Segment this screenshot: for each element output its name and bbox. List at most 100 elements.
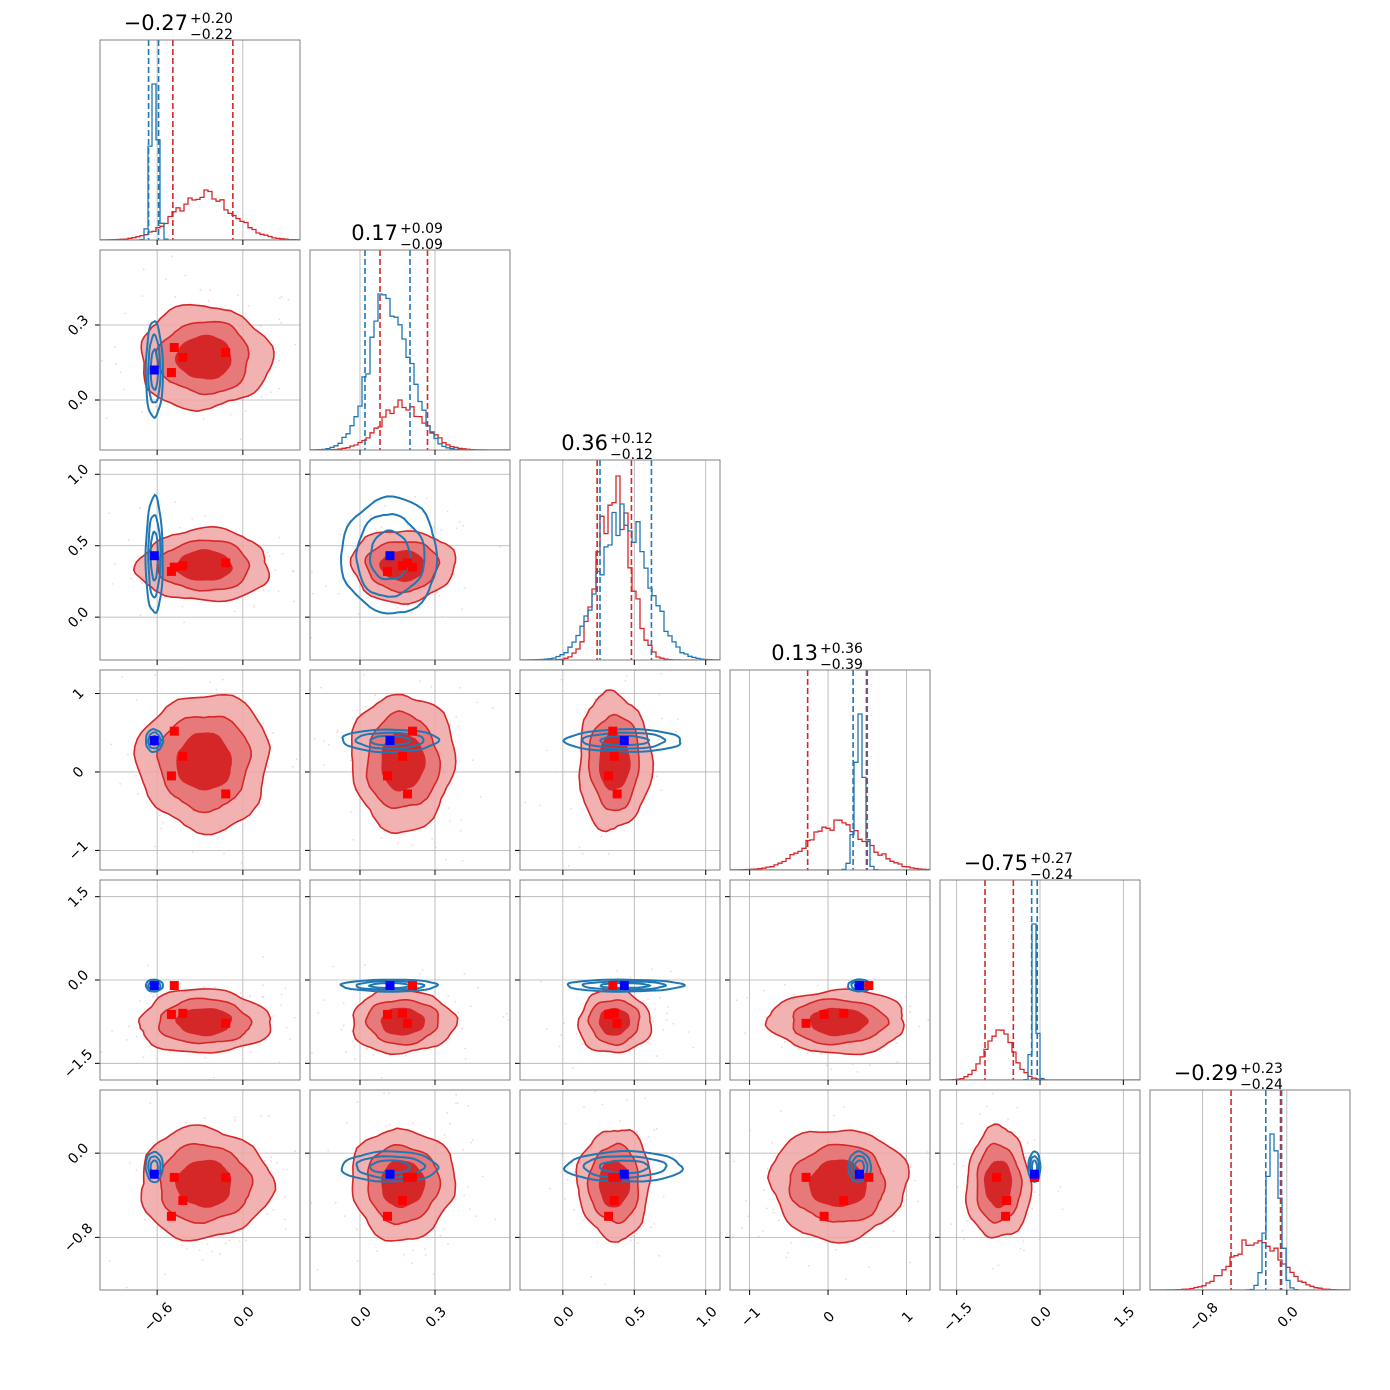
sample-point — [376, 1250, 378, 1253]
sample-point — [153, 667, 155, 669]
blue-histogram — [730, 713, 930, 870]
sample-point — [414, 495, 417, 498]
y-tick-label: 0.3 — [65, 312, 92, 339]
sample-point — [481, 1175, 484, 1178]
blue-contour — [599, 734, 650, 747]
sample-point — [424, 1248, 426, 1250]
sample-point — [470, 1141, 473, 1144]
sample-point — [90, 588, 92, 590]
sample-point — [284, 1228, 287, 1231]
sample-point — [655, 775, 658, 778]
sample-point — [1057, 1190, 1060, 1193]
sample-point — [594, 1090, 597, 1093]
sample-point — [643, 1097, 646, 1100]
red-truth-marker — [221, 789, 231, 799]
sample-point — [240, 861, 243, 864]
sample-point — [455, 1093, 457, 1096]
sample-point — [294, 343, 297, 346]
sample-point — [154, 674, 157, 677]
sample-point — [997, 1264, 1000, 1267]
sample-point — [209, 289, 211, 292]
x-tick-label: 1 — [899, 1309, 917, 1327]
red-truth-marker — [221, 558, 231, 568]
y-tick-label: −1.5 — [61, 1046, 96, 1081]
sample-point — [224, 1242, 227, 1245]
sample-point — [749, 1129, 752, 1132]
sample-point — [771, 1141, 773, 1144]
sample-point — [272, 1208, 275, 1211]
panel-content — [100, 667, 300, 870]
sample-point — [665, 1012, 668, 1015]
red-truth-marker — [169, 981, 179, 991]
sample-point — [266, 551, 269, 554]
sample-point — [141, 411, 143, 414]
sample-point — [647, 998, 649, 1001]
sample-point — [100, 1051, 103, 1053]
sample-point — [937, 1158, 939, 1160]
sample-point — [372, 1054, 375, 1056]
sample-point — [311, 592, 314, 595]
blue-contour — [144, 320, 164, 419]
sample-point — [625, 1098, 628, 1101]
sample-point — [650, 1226, 653, 1229]
sample-point — [763, 1189, 766, 1192]
sample-point — [594, 698, 597, 700]
sample-point — [859, 1086, 861, 1088]
sample-point — [660, 673, 663, 675]
sample-point — [270, 1160, 272, 1163]
sample-point — [184, 1121, 187, 1124]
sample-point — [234, 1116, 236, 1119]
red-truth-marker — [221, 348, 231, 357]
sample-point — [179, 526, 182, 529]
sample-point — [425, 497, 428, 500]
sample-point — [356, 1260, 359, 1262]
panel-3-3: 0.13 +0.36−0.39 — [729, 641, 931, 875]
red-truth-marker — [383, 1211, 392, 1221]
x-tick-label: −1 — [738, 1304, 764, 1330]
sample-point — [615, 620, 617, 622]
sample-point — [658, 693, 661, 696]
sample-point — [962, 1238, 965, 1241]
sample-point — [457, 1101, 459, 1104]
sample-point — [364, 705, 367, 708]
sample-point — [653, 1128, 656, 1131]
sample-point — [655, 1055, 658, 1057]
sample-point — [1038, 1193, 1041, 1196]
sample-point — [445, 858, 448, 861]
sample-point — [692, 1046, 695, 1049]
sample-point — [624, 679, 627, 682]
diagonal-title-minus: −0.09 — [400, 237, 443, 253]
sample-point — [316, 519, 318, 521]
sample-point — [571, 1067, 574, 1069]
sample-point — [342, 1024, 345, 1027]
panel-frame — [309, 879, 511, 1081]
y-tick-label: 1.0 — [65, 461, 92, 488]
sample-point — [502, 1015, 505, 1018]
panel-content — [310, 1090, 510, 1290]
red-histogram — [730, 819, 930, 870]
sample-point — [851, 1063, 854, 1066]
red-truth-marker — [839, 1196, 849, 1206]
sample-point — [432, 1273, 435, 1276]
sample-point — [462, 1148, 465, 1151]
sample-point — [322, 740, 325, 743]
sample-point — [574, 1171, 576, 1174]
y-tick-label: 0 — [70, 764, 88, 782]
sample-point — [164, 278, 167, 281]
blue-truth-marker — [854, 981, 864, 991]
sample-point — [869, 1131, 871, 1133]
sample-point — [430, 685, 433, 688]
sample-point — [991, 1267, 994, 1270]
sample-point — [383, 504, 386, 507]
y-tick-label: −1 — [66, 838, 92, 864]
sample-point — [284, 987, 287, 990]
panel-4-0: −1.5 0.0 1.5 — [61, 879, 301, 1085]
sample-point — [111, 1029, 113, 1032]
diagonal-title-minus: −0.24 — [1030, 867, 1073, 883]
sample-point — [396, 606, 399, 609]
sample-point — [909, 1261, 912, 1264]
sample-point — [278, 359, 280, 362]
red-truth-marker — [604, 1211, 614, 1221]
panel-frame — [99, 879, 301, 1081]
sample-point — [380, 837, 383, 840]
